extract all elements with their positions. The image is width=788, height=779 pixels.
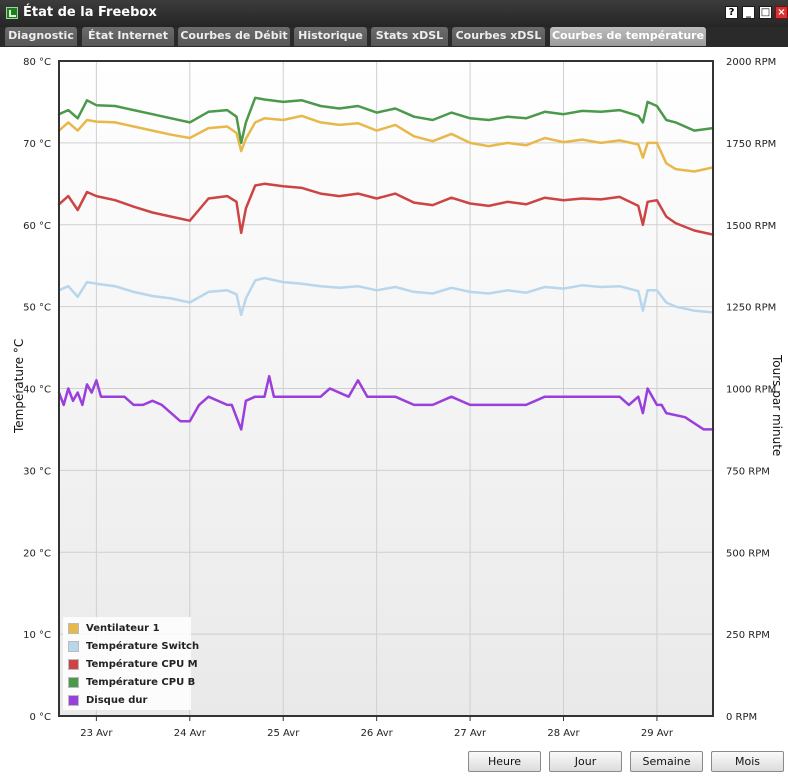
chart-legend: Ventilateur 1 Température Switch Tempéra… [63, 617, 199, 710]
month-button[interactable]: Mois [711, 751, 784, 772]
hour-button[interactable]: Heure [468, 751, 541, 772]
day-button[interactable]: Jour [549, 751, 622, 772]
tab-bar: Diagnostic État Internet Courbes de Débi… [0, 27, 788, 47]
y2-tick-label: 1750 RPM [726, 139, 776, 150]
tab-etat-internet[interactable]: État Internet [82, 27, 174, 46]
x-tick-label: 27 Avr [454, 728, 487, 739]
plot-frame [58, 60, 714, 717]
y-tick-label: 40 °C [23, 385, 51, 396]
y-tick-label: 30 °C [23, 466, 51, 477]
series-line [57, 276, 715, 317]
y-tick-label: 80 °C [23, 57, 51, 68]
axis-ticks: 0 °C 0 RPM 10 °C 250 RPM 20 °C 500 RPM 30 °C 75… [23, 57, 776, 739]
y2-tick-label: 1000 RPM [726, 385, 776, 396]
x-tick-label: 29 Avr [641, 728, 674, 739]
y2-tick-label: 1500 RPM [726, 221, 776, 232]
legend-swatch [68, 677, 79, 688]
legend-swatch [68, 623, 79, 634]
y2-tick-label: 1250 RPM [726, 303, 776, 314]
y-axis-label: Température °C [12, 338, 26, 433]
legend-swatch [68, 641, 79, 652]
y-tick-label: 60 °C [23, 221, 51, 232]
legend-label: Température CPU M [86, 659, 198, 670]
tab-diagnostic[interactable]: Diagnostic [5, 27, 77, 46]
series-line [57, 182, 715, 236]
y-tick-label: 50 °C [23, 303, 51, 314]
legend-swatch [68, 695, 79, 706]
series-line [57, 114, 715, 173]
x-tick-label: 24 Avr [174, 728, 207, 739]
series-line [57, 374, 715, 431]
tab-stats-xdsl[interactable]: Stats xDSL [371, 27, 448, 46]
y2-tick-label: 2000 RPM [726, 57, 776, 68]
y-tick-label: 70 °C [23, 139, 51, 150]
help-button[interactable]: ? [725, 6, 738, 19]
series-line [57, 96, 715, 145]
y-tick-label: 0 °C [29, 712, 51, 723]
y2-tick-label: 750 RPM [726, 466, 770, 477]
tab-courbes-xdsl[interactable]: Courbes xDSL [452, 27, 545, 46]
y2-axis-label: Tours par minute [770, 355, 784, 457]
y-tick-label: 10 °C [23, 630, 51, 641]
tab-courbes-debit[interactable]: Courbes de Débit [178, 27, 290, 46]
y2-tick-label: 0 RPM [726, 712, 757, 723]
legend-label: Température CPU B [86, 677, 196, 688]
window-title: État de la Freebox [23, 5, 157, 20]
legend-label: Ventilateur 1 [86, 623, 160, 634]
minimize-button[interactable]: _ [742, 6, 755, 19]
maximize-button[interactable]: □ [759, 6, 772, 19]
series-lines [57, 96, 715, 431]
app-logo-icon [6, 7, 18, 19]
x-tick-label: 26 Avr [361, 728, 394, 739]
legend-swatch [68, 659, 79, 670]
tab-courbes-temperature[interactable]: Courbes de température [550, 27, 706, 46]
y-tick-label: 20 °C [23, 548, 51, 559]
y2-tick-label: 500 RPM [726, 548, 770, 559]
legend-label: Température Switch [86, 641, 200, 652]
x-tick-label: 23 Avr [80, 728, 113, 739]
x-tick-label: 25 Avr [267, 728, 300, 739]
week-button[interactable]: Semaine [630, 751, 703, 772]
x-tick-label: 28 Avr [547, 728, 580, 739]
title-bar: État de la Freebox ? _ □ × [0, 0, 788, 27]
tab-historique[interactable]: Historique [294, 27, 367, 46]
y2-tick-label: 250 RPM [726, 630, 770, 641]
legend-label: Disque dur [86, 695, 148, 706]
